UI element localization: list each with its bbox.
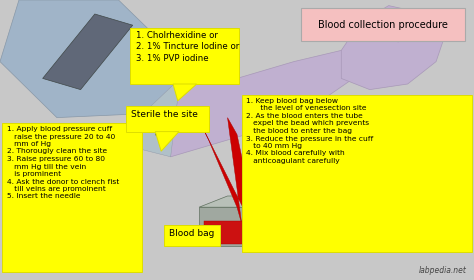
FancyBboxPatch shape xyxy=(242,95,472,252)
Polygon shape xyxy=(204,221,270,244)
FancyBboxPatch shape xyxy=(164,225,220,246)
Polygon shape xyxy=(43,14,133,90)
Polygon shape xyxy=(173,84,197,101)
Polygon shape xyxy=(199,207,275,246)
Polygon shape xyxy=(104,78,180,157)
Polygon shape xyxy=(379,11,427,42)
Polygon shape xyxy=(341,6,446,90)
Text: 1. Apply blood pressure cuff
   raise the pressure 20 to 40
   mm of Hg
2. Thoro: 1. Apply blood pressure cuff raise the p… xyxy=(7,126,119,199)
Text: Blood collection procedure: Blood collection procedure xyxy=(318,20,447,29)
FancyBboxPatch shape xyxy=(2,123,142,272)
Text: Sterile the site: Sterile the site xyxy=(131,110,198,119)
Text: 1. Cholrhexidine or
2. 1% Tincture Iodine or
3. 1% PVP iodine: 1. Cholrhexidine or 2. 1% Tincture Iodin… xyxy=(136,31,239,62)
Text: Blood bag: Blood bag xyxy=(169,229,215,238)
Text: labpedia.net: labpedia.net xyxy=(419,266,467,275)
FancyBboxPatch shape xyxy=(130,28,239,84)
FancyBboxPatch shape xyxy=(301,8,465,41)
Text: 1. Keep blood bag below
      the level of venesection site
2. As the blood ente: 1. Keep blood bag below the level of ven… xyxy=(246,98,374,164)
Polygon shape xyxy=(0,0,199,118)
FancyBboxPatch shape xyxy=(126,106,209,132)
Polygon shape xyxy=(199,118,251,224)
Polygon shape xyxy=(275,196,303,246)
Polygon shape xyxy=(199,196,303,207)
Polygon shape xyxy=(155,132,179,151)
Polygon shape xyxy=(142,50,370,157)
